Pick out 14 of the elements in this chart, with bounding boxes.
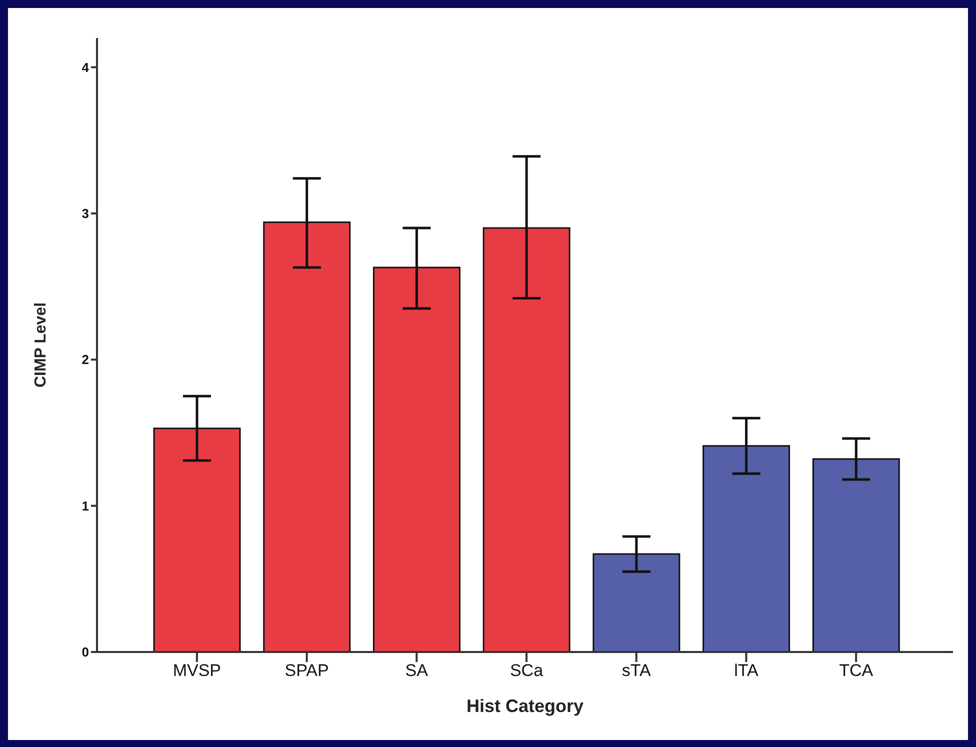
y-tick-label: 4	[82, 60, 90, 75]
x-tick-label: SPAP	[284, 661, 329, 680]
x-axis-title: Hist Category	[466, 696, 584, 716]
y-tick-label: 0	[82, 644, 89, 660]
x-tick-label: SA	[405, 661, 429, 680]
y-tick-label: 2	[82, 352, 89, 368]
x-tick-label: sTA	[622, 661, 652, 680]
y-tick-label: 3	[82, 206, 89, 222]
x-tick-label: lTA	[734, 661, 759, 680]
y-axis-title: CIMP Level	[32, 302, 50, 388]
y-tick-label: 1	[82, 498, 89, 514]
x-tick-label: SCa	[510, 661, 544, 680]
x-tick-label: MVSP	[172, 661, 222, 680]
x-tick-label: TCA	[839, 661, 874, 680]
